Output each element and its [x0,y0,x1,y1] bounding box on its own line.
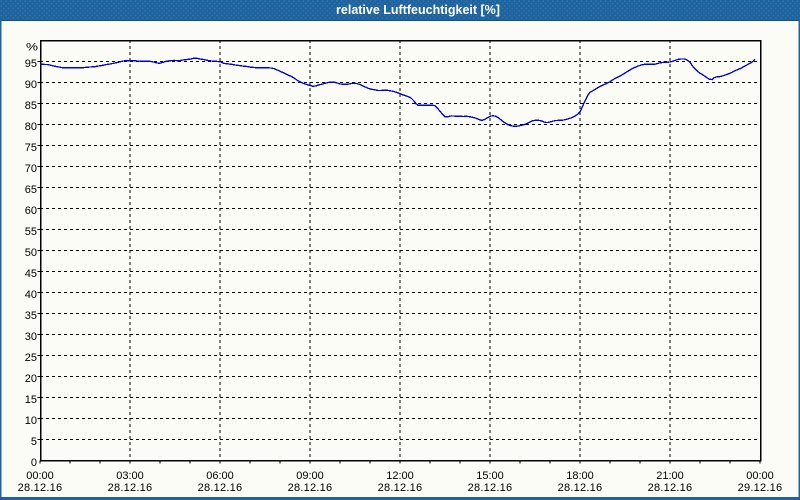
svg-text:65: 65 [25,184,37,196]
svg-text:35: 35 [25,310,37,322]
svg-text:28.12.16: 28.12.16 [18,482,63,494]
svg-text:06:00: 06:00 [206,470,234,482]
svg-text:5: 5 [31,436,37,448]
svg-text:0: 0 [31,457,37,469]
svg-text:55: 55 [25,226,37,238]
svg-text:28.12.16: 28.12.16 [648,482,693,494]
svg-text:09:00: 09:00 [296,470,324,482]
svg-text:60: 60 [25,205,37,217]
svg-text:75: 75 [25,142,37,154]
svg-text:95: 95 [25,58,37,70]
svg-text:10: 10 [25,415,37,427]
svg-text:28.12.16: 28.12.16 [108,482,153,494]
svg-text:28.12.16: 28.12.16 [198,482,243,494]
svg-text:00:00: 00:00 [26,470,54,482]
svg-text:28.12.16: 28.12.16 [378,482,423,494]
svg-text:90: 90 [25,79,37,91]
svg-text:28.12.16: 28.12.16 [558,482,603,494]
svg-text:15: 15 [25,394,37,406]
svg-text:12:00: 12:00 [386,470,414,482]
svg-text:28.12.16: 28.12.16 [288,482,333,494]
svg-text:28.12.16: 28.12.16 [468,482,513,494]
svg-text:25: 25 [25,352,37,364]
svg-text:85: 85 [25,100,37,112]
svg-text:20: 20 [25,373,37,385]
svg-text:03:00: 03:00 [116,470,144,482]
svg-text:%: % [26,42,38,54]
svg-text:21:00: 21:00 [656,470,684,482]
svg-text:40: 40 [25,289,37,301]
svg-text:00:00: 00:00 [746,470,774,482]
svg-text:80: 80 [25,121,37,133]
svg-text:15:00: 15:00 [476,470,504,482]
svg-text:45: 45 [25,268,37,280]
svg-text:18:00: 18:00 [566,470,594,482]
svg-text:70: 70 [25,163,37,175]
svg-text:29.12.16: 29.12.16 [738,482,783,494]
svg-text:50: 50 [25,247,37,259]
svg-text:30: 30 [25,331,37,343]
